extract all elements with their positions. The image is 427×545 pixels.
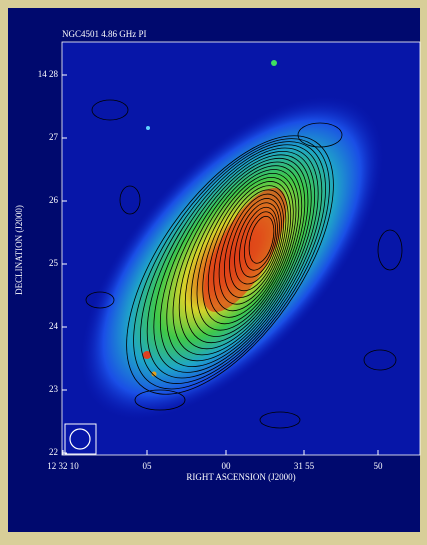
y-tick-label: 27 (49, 132, 59, 142)
x-axis-label: RIGHT ASCENSION (J2000) (186, 472, 295, 482)
x-tick-label: 00 (222, 461, 232, 471)
page: NGC4501 4.86 GHz PI RIGHT ASCENSION (J20… (0, 0, 427, 540)
x-tick-label: 05 (143, 461, 153, 471)
y-tick-label: 22 (49, 447, 58, 457)
title: NGC4501 4.86 GHz PI (62, 29, 147, 39)
y-tick-label: 26 (49, 195, 59, 205)
y-tick-label: 23 (49, 384, 59, 394)
x-tick-label: 50 (374, 461, 384, 471)
y-tick-label: 14 28 (38, 69, 59, 79)
y-axis-label: DECLINATION (J2000) (14, 205, 24, 295)
figure: NGC4501 4.86 GHz PI RIGHT ASCENSION (J20… (0, 0, 427, 540)
star (146, 126, 150, 130)
y-tick-label: 25 (49, 258, 59, 268)
y-tick-label: 24 (49, 321, 59, 331)
x-tick-label: 31 55 (294, 461, 315, 471)
x-tick-label: 12 32 10 (47, 461, 79, 471)
star (271, 60, 277, 66)
